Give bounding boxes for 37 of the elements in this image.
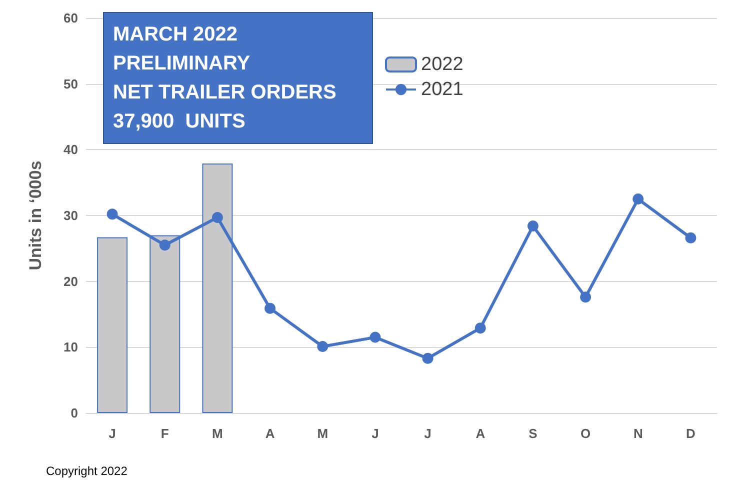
point xyxy=(370,332,381,343)
point xyxy=(422,352,434,364)
point xyxy=(106,208,118,220)
text: Copyright 2022 xyxy=(46,464,128,478)
x-tick-label: A xyxy=(265,426,276,441)
point xyxy=(317,341,328,352)
y-tick-label: 20 xyxy=(64,274,78,289)
y-tick-label: 0 xyxy=(70,406,78,420)
x-tick-label: S xyxy=(528,426,538,441)
x-tick-label: M xyxy=(317,426,328,441)
y-tick-label: 50 xyxy=(64,76,78,92)
x-tick-label: M xyxy=(212,426,223,441)
y-tick-label: 10 xyxy=(64,340,78,355)
bar xyxy=(97,237,128,413)
point xyxy=(212,212,223,223)
x-tick-label: J xyxy=(424,426,432,441)
point xyxy=(580,292,592,303)
x-tick-label: F xyxy=(160,426,169,441)
y-tick-label: 40 xyxy=(64,142,78,158)
x-tick-label: N xyxy=(633,426,643,441)
point xyxy=(632,194,644,205)
x-tick-label: O xyxy=(580,426,591,441)
point xyxy=(527,220,538,232)
text: MARCH 2022 PRELIMINARY NET TRAILER ORDERS 37,900 UNITS xyxy=(113,24,336,132)
y-axis-title: Units in ‘000s xyxy=(26,160,45,270)
x-tick-label: D xyxy=(686,426,696,441)
x-tick-label: J xyxy=(108,426,116,441)
point xyxy=(474,322,486,334)
legend-label: 2021 xyxy=(421,79,464,100)
point xyxy=(159,240,170,251)
legend-label: 2022 xyxy=(421,54,464,75)
point xyxy=(685,232,696,244)
y-tick-label: 30 xyxy=(64,208,78,223)
point xyxy=(264,302,276,314)
x-tick-label: A xyxy=(476,426,486,441)
y-tick-label: 60 xyxy=(64,10,78,26)
x-tick-label: J xyxy=(372,426,379,441)
